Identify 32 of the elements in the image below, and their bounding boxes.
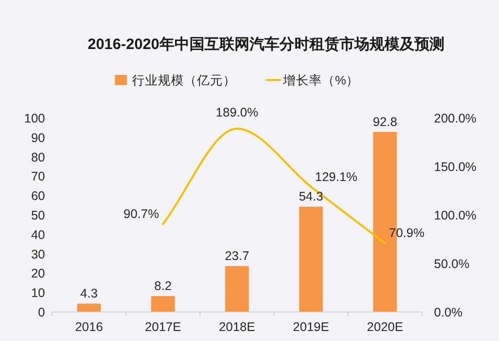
y2-tick: 0.0% <box>434 306 462 320</box>
y-tick: 70 <box>31 170 45 184</box>
y-tick: 20 <box>31 266 45 281</box>
y-tick: 80 <box>31 150 45 164</box>
data-label: 23.7 <box>224 249 250 264</box>
y-tick: 100 <box>24 112 45 126</box>
data-label: 189.0% <box>216 106 258 120</box>
y-tick: 0 <box>38 306 45 320</box>
x-tick: 2016 <box>75 320 103 334</box>
y2-tick: 200.0% <box>434 112 476 126</box>
data-label: 90.7% <box>124 207 159 222</box>
y-tick: 10 <box>31 286 45 300</box>
data-label: 54.3 <box>298 190 324 204</box>
data-label: 8.2 <box>154 279 172 294</box>
y-tick: 40 <box>31 228 45 242</box>
y-tick: 90 <box>31 130 45 145</box>
y2-tick: 150.0% <box>434 160 476 174</box>
title: 2016-2020年中国互联网汽车分时租赁市场规模及预测 <box>88 36 444 53</box>
x-tick: 2019E <box>292 320 330 334</box>
data-label: 4.3 <box>80 286 98 301</box>
y2-tick: 50.0% <box>434 257 470 271</box>
x-tick: 2017E <box>144 320 182 334</box>
y-tick: 50 <box>31 208 45 222</box>
x-tick: 2020E <box>366 320 404 334</box>
legend-label: 行业规模（亿元） <box>132 74 236 88</box>
y-tick: 60 <box>31 189 45 204</box>
data-label: 92.8 <box>372 114 398 129</box>
y2-tick: 100.0% <box>434 208 476 222</box>
y-tick: 30 <box>31 247 45 262</box>
x-tick: 2018E <box>218 320 256 334</box>
data-label: 129.1% <box>315 170 358 184</box>
legend-label: 增长率（%） <box>282 74 360 88</box>
